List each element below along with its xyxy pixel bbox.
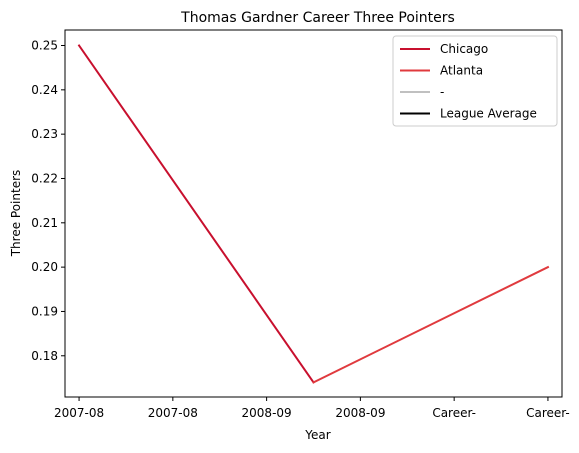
plot-frame — [64, 29, 563, 398]
y-axis: 0.18 0.19 0.20 0.21 0.22 0.23 0.24 0.25 — [31, 39, 65, 363]
x-axis-title: Year — [304, 428, 330, 442]
legend-box — [392, 35, 558, 127]
series-line-chicago — [77, 44, 315, 384]
y-tick-label: 0.23 — [31, 127, 58, 141]
legend-label: Atlanta — [440, 64, 483, 78]
y-tick-label: 0.24 — [31, 83, 58, 97]
y-tick-label: 0.19 — [31, 304, 58, 318]
chart-title: Thomas Gardner Career Three Pointers — [180, 10, 455, 26]
y-axis-title: Three Pointers — [9, 170, 23, 258]
x-tick-label: Career- — [432, 406, 476, 420]
legend: Chicago Atlanta - League Average — [392, 35, 558, 127]
series-line-atlanta — [312, 265, 550, 384]
y-tick-label: 0.18 — [31, 349, 58, 363]
legend-label: - — [440, 85, 444, 99]
x-tick-label: 2008-09 — [242, 406, 292, 420]
y-tick-label: 0.20 — [31, 260, 58, 274]
x-axis: 2007-08 2007-08 2008-09 2008-09 Career- Caree… — [54, 397, 570, 420]
x-tick-label: 2007-08 — [54, 406, 104, 420]
x-tick-label: Career- — [526, 406, 570, 420]
series-layer — [77, 44, 550, 384]
legend-label: Chicago — [440, 42, 488, 56]
y-tick-label: 0.21 — [31, 216, 58, 230]
y-tick-label: 0.22 — [31, 171, 58, 185]
x-tick-label: 2008-09 — [335, 406, 385, 420]
x-tick-label: 2007-08 — [148, 406, 198, 420]
legend-label: League Average — [440, 107, 537, 121]
y-tick-label: 0.25 — [31, 39, 58, 53]
